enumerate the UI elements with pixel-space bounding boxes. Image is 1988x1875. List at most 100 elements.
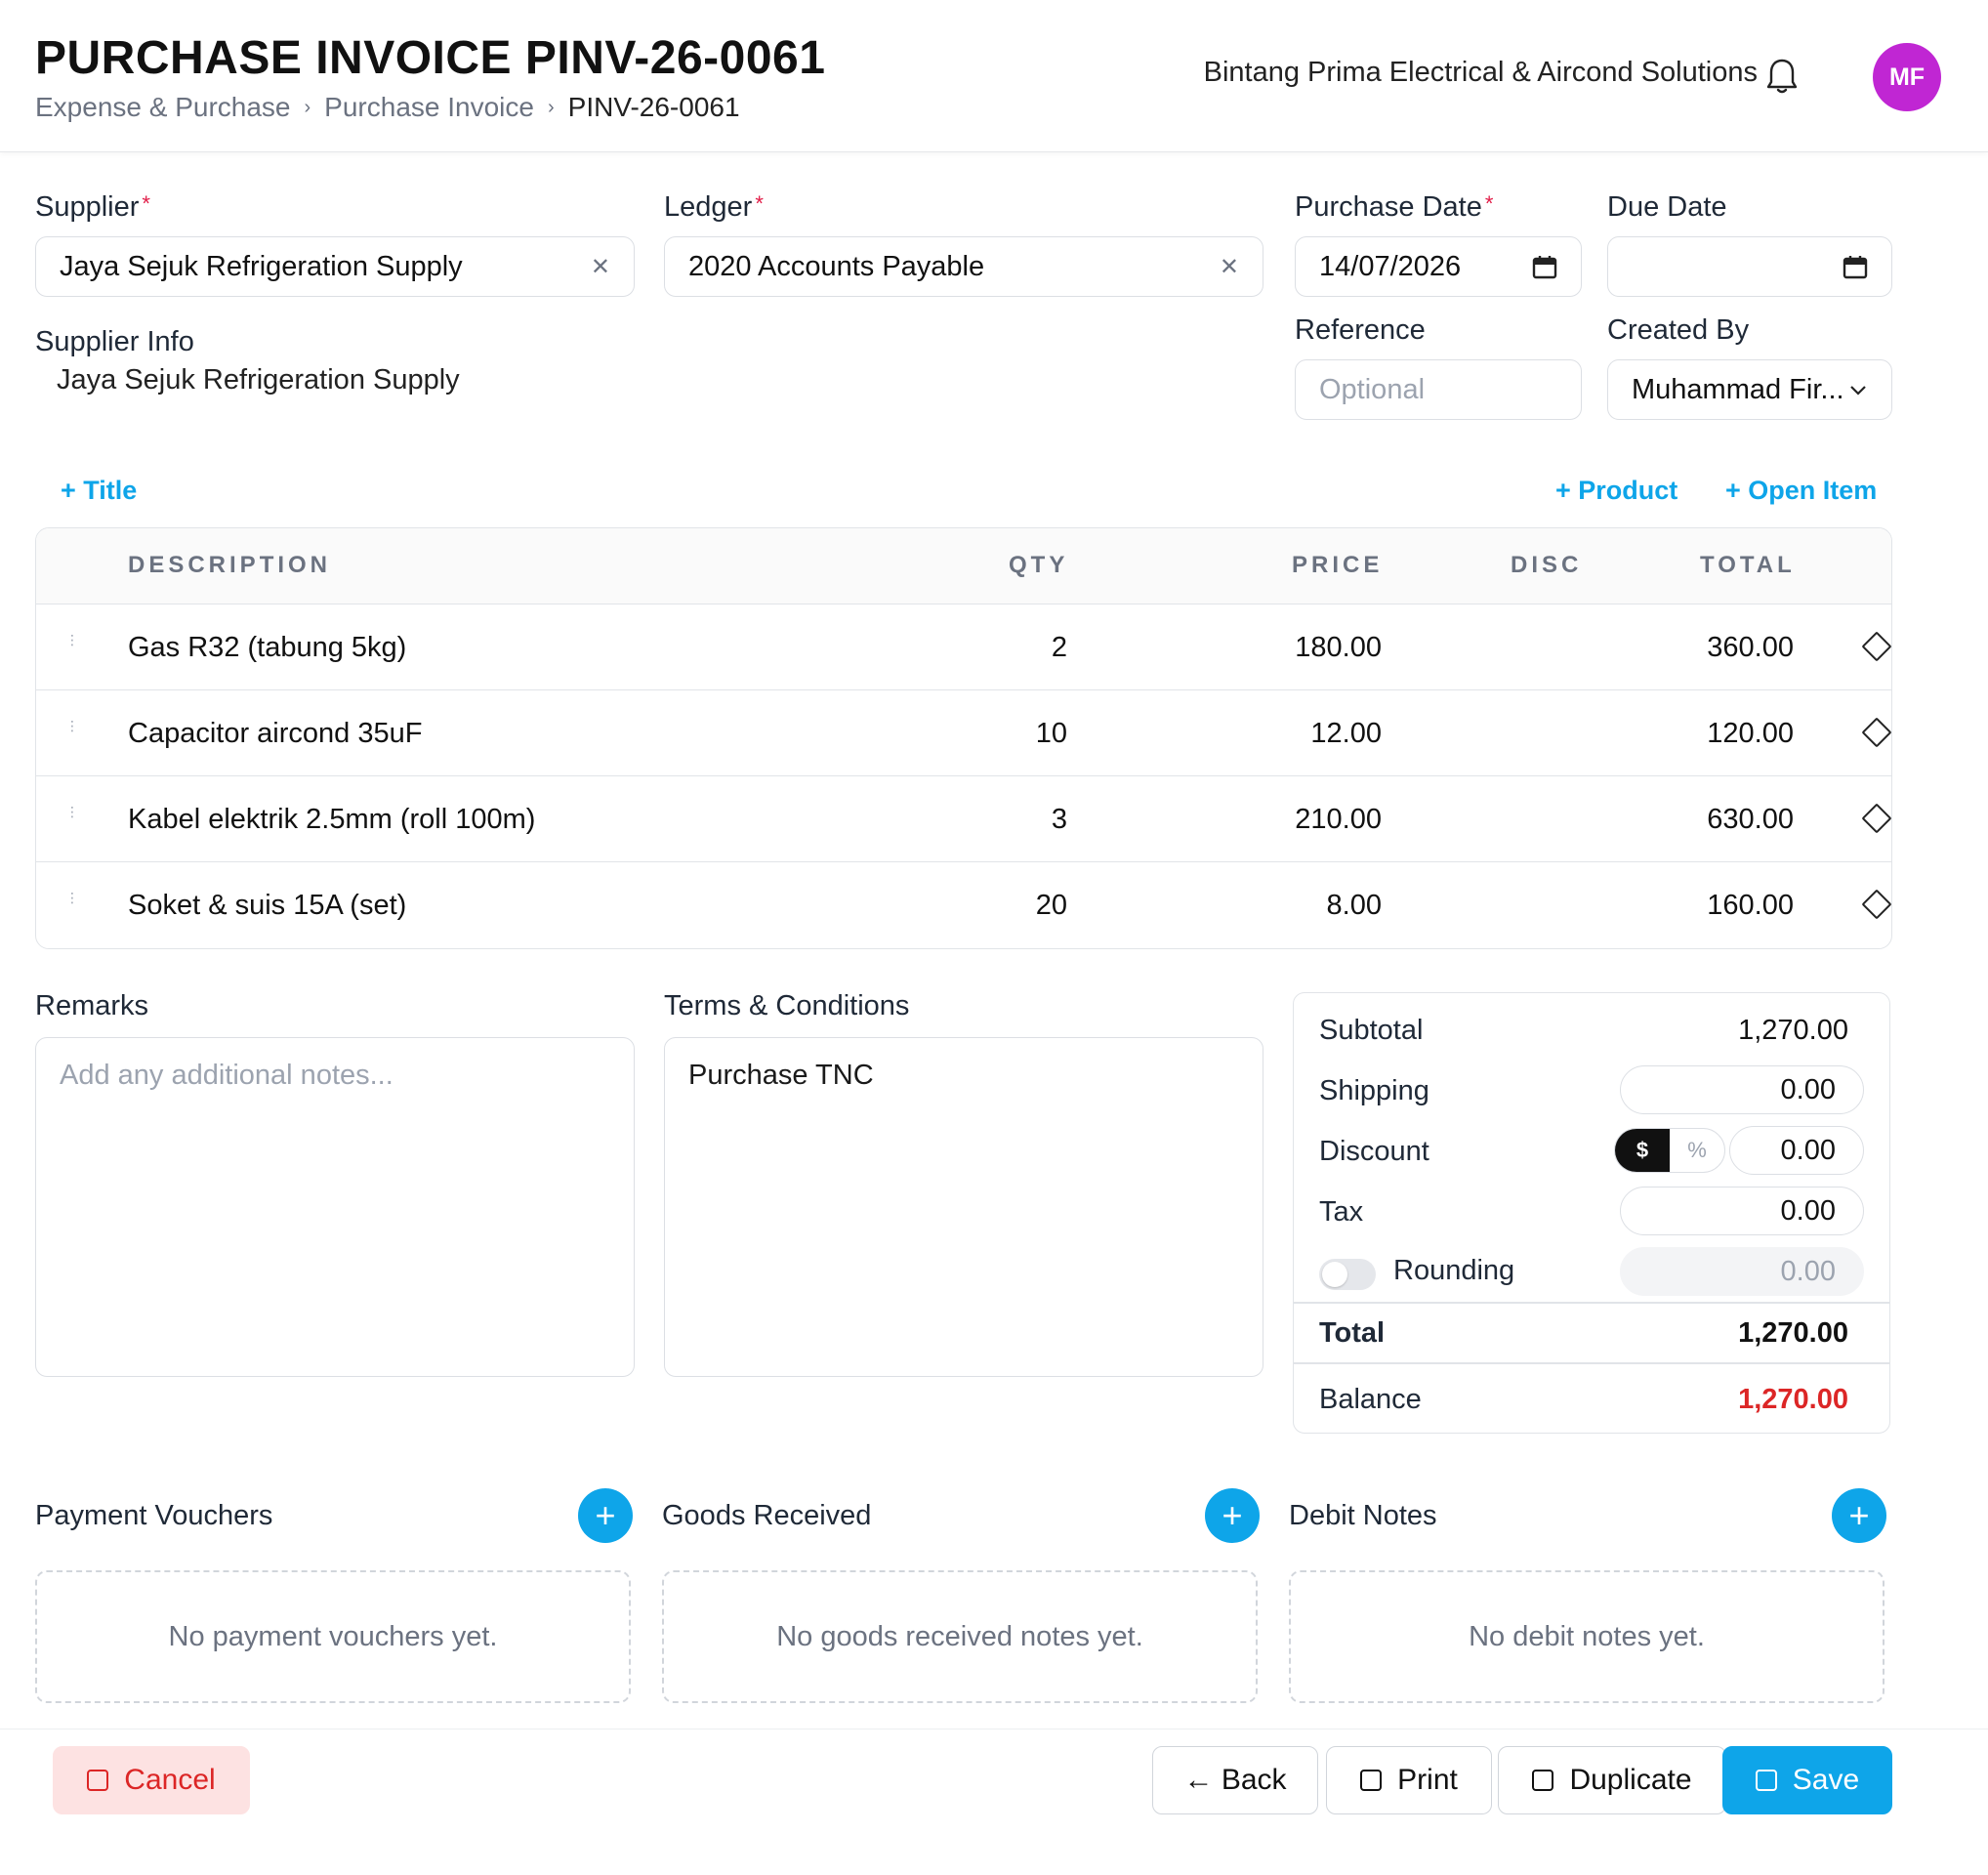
supplier-info-label: Supplier Info [35, 326, 194, 357]
discount-mode-percent[interactable]: % [1687, 1138, 1707, 1162]
discount-label: Discount [1319, 1136, 1429, 1167]
remarks-label: Remarks [35, 990, 149, 1021]
item-qty[interactable]: 20 [1035, 890, 1067, 921]
calendar-icon[interactable] [1532, 254, 1557, 279]
remarks-textarea[interactable]: Add any additional notes... [35, 1037, 635, 1377]
column-disc: DISC [1511, 552, 1583, 578]
cancel-icon [87, 1770, 109, 1791]
item-price[interactable]: 210.00 [1295, 804, 1382, 835]
breadcrumb-purchase-invoice[interactable]: Purchase Invoice [324, 92, 534, 122]
terms-textarea[interactable]: Purchase TNC [664, 1037, 1263, 1377]
due-date-label: Due Date [1607, 191, 1727, 223]
item-qty[interactable]: 10 [1035, 718, 1067, 749]
clear-icon[interactable]: ✕ [590, 253, 610, 280]
row-options-icon[interactable] [1861, 803, 1891, 834]
supplier-select[interactable]: Jaya Sejuk Refrigeration Supply ✕ [35, 236, 635, 297]
item-description[interactable]: Gas R32 (tabung 5kg) [128, 632, 407, 663]
purchase-date-label: Purchase Date * [1295, 191, 1493, 224]
duplicate-label: Duplicate [1569, 1764, 1692, 1796]
purchase-date-label-text: Purchase Date [1295, 191, 1482, 223]
column-qty: QTY [1009, 552, 1069, 578]
discount-mode-dollar[interactable]: $ [1615, 1129, 1670, 1172]
created-by-label: Created By [1607, 314, 1750, 346]
payment-vouchers-empty: No payment vouchers yet. [35, 1570, 631, 1703]
tax-label: Tax [1319, 1196, 1364, 1228]
ledger-label-text: Ledger [664, 191, 753, 223]
add-payment-voucher-button[interactable]: + [578, 1488, 633, 1543]
page-title: PURCHASE INVOICE PINV-26-0061 [35, 32, 826, 84]
ledger-select[interactable]: 2020 Accounts Payable ✕ [664, 236, 1263, 297]
discount-mode-toggle[interactable]: $ % [1614, 1128, 1725, 1173]
drag-handle-icon[interactable]: ⋮ [65, 890, 79, 905]
drag-handle-icon[interactable]: ⋮ [65, 632, 79, 647]
table-row[interactable]: ⋮ Kabel elektrik 2.5mm (roll 100m) 3 210… [36, 776, 1891, 862]
drag-handle-icon[interactable]: ⋮ [65, 718, 79, 733]
item-total: 160.00 [1707, 890, 1794, 921]
item-description[interactable]: Kabel elektrik 2.5mm (roll 100m) [128, 804, 536, 835]
duplicate-button[interactable]: Duplicate [1498, 1746, 1726, 1814]
item-qty[interactable]: 3 [1051, 804, 1067, 835]
back-button[interactable]: ← Back [1152, 1746, 1318, 1814]
table-row[interactable]: ⋮ Capacitor aircond 35uF 10 12.00 120.00 [36, 690, 1891, 776]
breadcrumb-separator-icon: › [304, 96, 311, 118]
item-total: 120.00 [1707, 718, 1794, 749]
supplier-info-value: Jaya Sejuk Refrigeration Supply [57, 364, 460, 396]
avatar[interactable]: MF [1873, 43, 1941, 111]
discount-input[interactable]: 0.00 [1729, 1126, 1864, 1175]
add-open-item-button[interactable]: + Open Item [1725, 476, 1878, 505]
subtotal-label: Subtotal [1319, 1015, 1424, 1046]
print-button[interactable]: Print [1326, 1746, 1492, 1814]
row-options-icon[interactable] [1861, 631, 1891, 662]
table-row[interactable]: ⋮ Soket & suis 15A (set) 20 8.00 160.00 [36, 862, 1891, 948]
rounding-toggle[interactable] [1319, 1259, 1376, 1290]
ledger-label: Ledger * [664, 191, 764, 224]
item-price[interactable]: 8.00 [1326, 890, 1382, 921]
save-button[interactable]: Save [1722, 1746, 1892, 1814]
cancel-button[interactable]: Cancel [53, 1746, 250, 1814]
plus-icon: + [1848, 1495, 1870, 1535]
supplier-value: Jaya Sejuk Refrigeration Supply [60, 250, 463, 282]
calendar-icon[interactable] [1843, 254, 1868, 279]
tax-input[interactable]: 0.00 [1620, 1187, 1864, 1235]
balance-label: Balance [1319, 1384, 1422, 1415]
item-price[interactable]: 12.00 [1310, 718, 1382, 749]
back-label: ← Back [1183, 1764, 1287, 1796]
item-price[interactable]: 180.00 [1295, 632, 1382, 663]
row-options-icon[interactable] [1861, 717, 1891, 748]
reference-input[interactable]: Optional [1295, 359, 1582, 420]
notification-bell-icon[interactable] [1765, 57, 1799, 96]
required-mark: * [142, 191, 150, 216]
table-header: DESCRIPTION QTY PRICE DISC TOTAL [36, 528, 1891, 604]
plus-icon: + [595, 1495, 616, 1535]
item-description[interactable]: Capacitor aircond 35uF [128, 718, 423, 749]
row-options-icon[interactable] [1861, 889, 1891, 920]
items-table: DESCRIPTION QTY PRICE DISC TOTAL ⋮ Gas R… [35, 527, 1892, 949]
add-goods-received-button[interactable]: + [1205, 1488, 1260, 1543]
purchase-date-value: 14/07/2026 [1319, 250, 1462, 282]
clear-icon[interactable]: ✕ [1219, 253, 1239, 280]
print-icon [1360, 1770, 1383, 1791]
debit-notes-title: Debit Notes [1289, 1500, 1437, 1531]
created-by-select[interactable]: Muhammad Fir... [1607, 359, 1892, 420]
column-total: TOTAL [1700, 552, 1796, 578]
company-name: Bintang Prima Electrical & Aircond Solut… [1203, 57, 1758, 88]
table-row[interactable]: ⋮ Gas R32 (tabung 5kg) 2 180.00 360.00 [36, 604, 1891, 690]
add-debit-note-button[interactable]: + [1832, 1488, 1886, 1543]
breadcrumb-expense-purchase[interactable]: Expense & Purchase [35, 92, 291, 122]
add-title-button[interactable]: + Title [61, 476, 138, 505]
rounding-label: Rounding [1393, 1255, 1515, 1286]
shipping-input[interactable]: 0.00 [1620, 1065, 1864, 1114]
total-label: Total [1319, 1317, 1386, 1349]
item-qty[interactable]: 2 [1051, 632, 1067, 663]
print-label: Print [1397, 1764, 1458, 1796]
item-description[interactable]: Soket & suis 15A (set) [128, 890, 407, 921]
purchase-date-input[interactable]: 14/07/2026 [1295, 236, 1582, 297]
drag-handle-icon[interactable]: ⋮ [65, 804, 79, 819]
page-header: PURCHASE INVOICE PINV-26-0061 Expense & … [0, 0, 1988, 152]
footer-bar: Cancel ← Back Print Duplicate Save [0, 1729, 1988, 1875]
breadcrumb-current: PINV-26-0061 [567, 92, 740, 122]
supplier-label-text: Supplier [35, 191, 140, 223]
reference-label: Reference [1295, 314, 1426, 346]
add-product-button[interactable]: + Product [1555, 476, 1678, 505]
due-date-input[interactable] [1607, 236, 1892, 297]
